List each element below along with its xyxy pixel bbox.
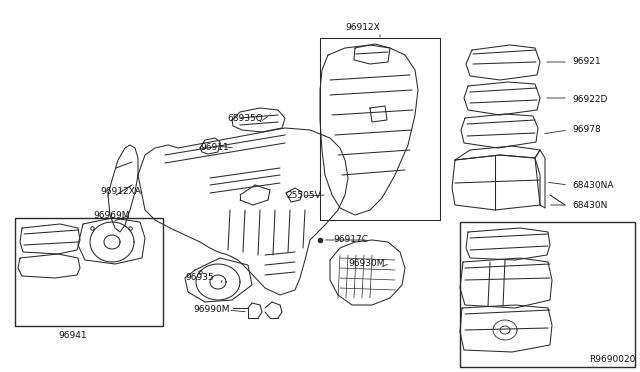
Text: 96935: 96935 xyxy=(185,273,214,282)
Text: 96990M: 96990M xyxy=(193,305,230,314)
Text: 96912XA: 96912XA xyxy=(100,187,141,196)
Bar xyxy=(460,222,635,367)
Text: 96978: 96978 xyxy=(572,125,601,135)
Text: 68430NA: 68430NA xyxy=(572,180,614,189)
Text: 96969M: 96969M xyxy=(93,211,129,219)
Text: 96941: 96941 xyxy=(58,330,86,340)
Text: 96930M: 96930M xyxy=(348,259,385,267)
Text: 68935Q: 68935Q xyxy=(227,113,263,122)
Text: R9690020: R9690020 xyxy=(589,355,635,364)
Text: 68430N: 68430N xyxy=(572,201,607,209)
Text: 25505V: 25505V xyxy=(286,190,321,199)
Text: 96922D: 96922D xyxy=(572,96,607,105)
Text: 96921: 96921 xyxy=(572,58,600,67)
Bar xyxy=(15,218,163,326)
Text: 96911: 96911 xyxy=(200,144,228,153)
Text: 96912X: 96912X xyxy=(345,23,380,32)
Text: 96917C: 96917C xyxy=(333,235,368,244)
